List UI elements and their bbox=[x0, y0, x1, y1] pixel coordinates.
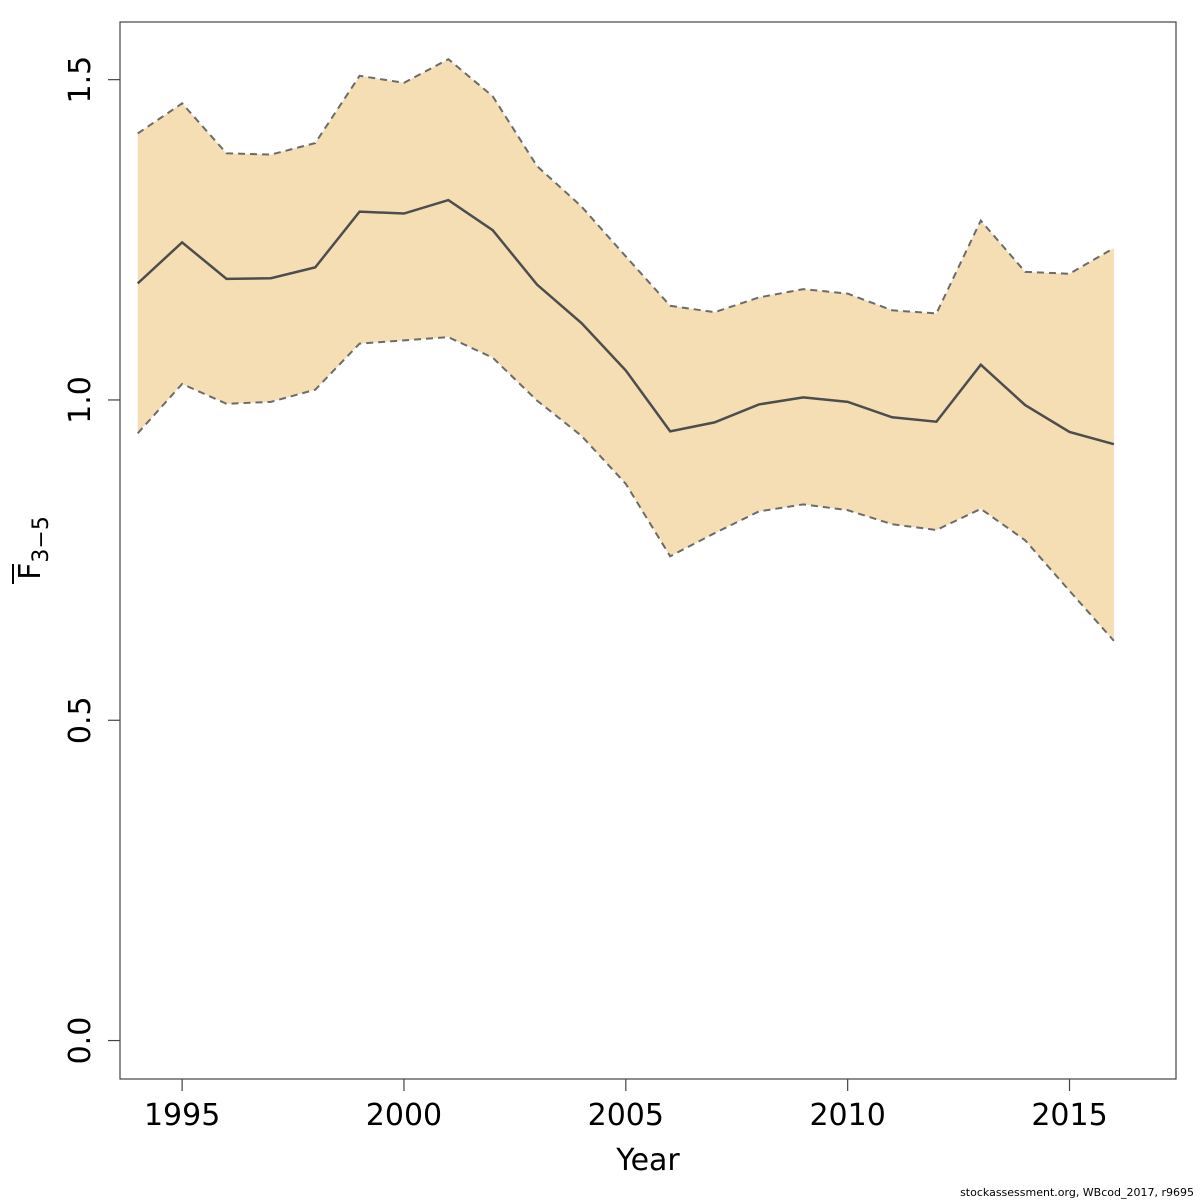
plot-frame bbox=[119, 21, 1177, 1080]
y-tick-label: 0.5 bbox=[63, 696, 98, 744]
y-axis: 0.0 0.5 1.0 1.5 bbox=[63, 56, 120, 1065]
x-tick-label: 1995 bbox=[144, 1098, 220, 1133]
y-tick-label: 1.0 bbox=[63, 376, 98, 424]
x-tick-label: 2015 bbox=[1031, 1098, 1107, 1133]
x-tick-label: 2005 bbox=[588, 1098, 664, 1133]
x-axis-title: Year bbox=[615, 1143, 680, 1178]
upper-bound-line bbox=[137, 57, 1115, 315]
x-axis: 1995 2000 2005 2010 2015 bbox=[144, 1079, 1108, 1133]
footer-credit: stockassessment.org, WBcod_2017, r9695 bbox=[960, 1186, 1194, 1199]
x-tick-label: 2000 bbox=[366, 1098, 442, 1133]
y-tick-label: 0.0 bbox=[63, 1017, 98, 1065]
estimate-line bbox=[136, 198, 1115, 446]
y-axis-title-main: F bbox=[13, 563, 48, 580]
y-axis-title: F3−5 bbox=[12, 516, 54, 584]
x-tick-label: 2010 bbox=[809, 1098, 885, 1133]
confidence-band-layer bbox=[137, 59, 1114, 641]
line-layer bbox=[136, 57, 1115, 642]
y-axis-title-subscript: 3−5 bbox=[29, 516, 54, 562]
lower-bound-line bbox=[137, 336, 1115, 642]
confidence-band bbox=[137, 59, 1114, 641]
svg-text:F3−5: F3−5 bbox=[13, 516, 54, 580]
y-tick-label: 1.5 bbox=[63, 56, 98, 104]
